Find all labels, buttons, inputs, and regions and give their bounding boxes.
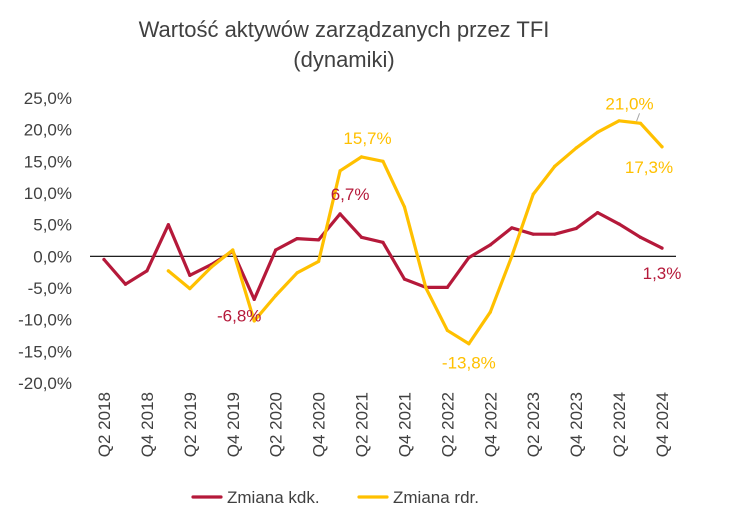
data-point (574, 146, 578, 150)
data-point (123, 282, 128, 286)
data-label: -13,8% (442, 354, 496, 373)
y-tick-label: -5,0% (28, 279, 72, 298)
data-point (359, 155, 364, 159)
data-point (252, 319, 256, 323)
x-tick-label: Q2 2019 (181, 392, 200, 457)
x-tick-label: Q2 2024 (610, 392, 629, 457)
data-point (660, 145, 664, 149)
data-point (381, 159, 385, 163)
data-point (252, 297, 256, 301)
series-line-2 (166, 119, 664, 346)
data-point (188, 287, 192, 291)
x-tick-label: Q4 2021 (395, 392, 414, 457)
data-point (488, 310, 492, 314)
x-tick-label: Q4 2024 (653, 392, 672, 457)
data-point (660, 246, 664, 250)
data-point (274, 294, 278, 298)
data-point (596, 130, 600, 134)
y-tick-label: -15,0% (18, 342, 72, 361)
x-tick-label: Q4 2018 (138, 392, 157, 457)
x-tick-label: Q2 2018 (95, 392, 114, 457)
data-point (359, 235, 364, 239)
data-point (638, 235, 643, 239)
data-point (531, 232, 535, 236)
data-label: 21,0% (605, 94, 653, 113)
data-point (231, 248, 235, 252)
x-tick-label: Q2 2020 (267, 392, 286, 457)
legend-label-1: Zmiana kdk. (227, 488, 320, 507)
data-point (402, 205, 407, 209)
y-tick-label: -10,0% (18, 311, 72, 330)
x-tick-label: Q4 2022 (481, 392, 500, 457)
data-point (402, 277, 407, 281)
data-label-leader-line (636, 113, 641, 122)
data-point (338, 212, 342, 216)
y-tick-label: 0,0% (33, 247, 72, 266)
data-point (381, 240, 385, 244)
data-label: -6,8% (217, 306, 261, 325)
legend-label-2: Zmiana rdr. (393, 488, 479, 507)
data-point (531, 192, 535, 196)
y-tick-label: 20,0% (24, 121, 72, 140)
data-point (317, 259, 321, 263)
data-point (467, 256, 471, 260)
data-point (510, 226, 514, 230)
data-point (102, 257, 106, 262)
data-point (338, 169, 342, 173)
y-tick-label: 15,0% (24, 152, 72, 171)
data-point (553, 232, 557, 236)
data-point (295, 271, 299, 275)
data-point (510, 254, 514, 258)
data-point (424, 286, 428, 290)
y-tick-label: -20,0% (18, 374, 72, 393)
x-tick-label: Q2 2022 (438, 392, 457, 457)
data-label: 1,3% (643, 264, 682, 283)
x-tick-label: Q2 2021 (353, 392, 372, 457)
data-point (166, 269, 170, 273)
data-point (188, 273, 192, 277)
x-tick-label: Q2 2023 (524, 392, 543, 457)
x-tick-label: Q4 2019 (224, 392, 243, 457)
data-point (209, 265, 213, 269)
data-point (445, 328, 449, 333)
x-tick-label: Q4 2020 (310, 392, 329, 457)
y-tick-label: 5,0% (33, 216, 72, 235)
chart-title-line-1: Wartość aktywów zarządzanych przez TFI (139, 17, 550, 42)
data-point (166, 223, 170, 227)
y-tick-label: 25,0% (24, 89, 72, 108)
data-point (274, 248, 278, 252)
chart-title-line-2: (dynamiki) (293, 47, 394, 72)
data-point (488, 243, 492, 247)
data-point (317, 238, 321, 242)
data-point (145, 269, 149, 273)
data-point (553, 164, 557, 168)
data-point (445, 285, 449, 289)
data-label: 17,3% (625, 158, 673, 177)
data-label: 15,7% (343, 129, 391, 148)
data-point (617, 222, 621, 226)
data-point (295, 237, 299, 241)
data-point (638, 121, 643, 125)
y-tick-label: 10,0% (24, 184, 72, 203)
data-point (596, 211, 600, 215)
data-point (467, 342, 471, 346)
data-label: 6,7% (331, 185, 370, 204)
x-tick-label: Q4 2023 (567, 392, 586, 457)
data-point (617, 119, 621, 123)
data-point (574, 226, 578, 231)
